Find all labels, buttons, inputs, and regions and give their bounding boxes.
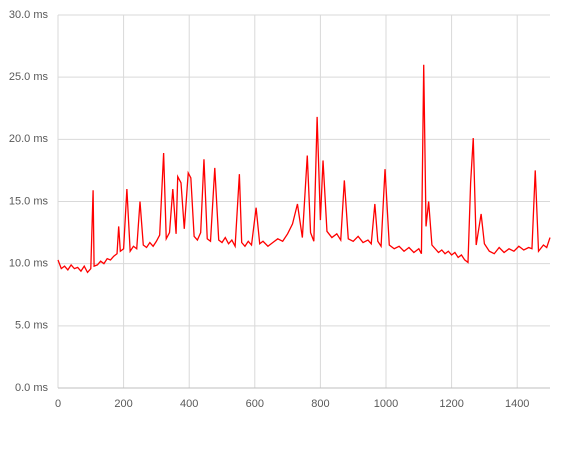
x-tick-label: 200 <box>114 398 132 410</box>
x-tick-label: 1400 <box>505 398 529 410</box>
y-tick-label: 5.0 ms <box>15 320 49 332</box>
x-tick-label: 1000 <box>374 398 398 410</box>
x-tick-label: 600 <box>246 398 264 410</box>
y-tick-label: 0.0 ms <box>15 382 49 394</box>
y-tick-label: 30.0 ms <box>9 9 49 21</box>
y-tick-label: 25.0 ms <box>9 71 49 83</box>
x-tick-label: 400 <box>180 398 198 410</box>
x-tick-label: 800 <box>311 398 329 410</box>
data-line <box>57 64 551 274</box>
x-tick-label: 1200 <box>439 398 463 410</box>
x-tick-label: 0 <box>55 398 61 410</box>
y-tick-label: 15.0 ms <box>9 195 49 207</box>
y-tick-label: 20.0 ms <box>9 133 49 145</box>
y-tick-label: 10.0 ms <box>9 258 49 270</box>
